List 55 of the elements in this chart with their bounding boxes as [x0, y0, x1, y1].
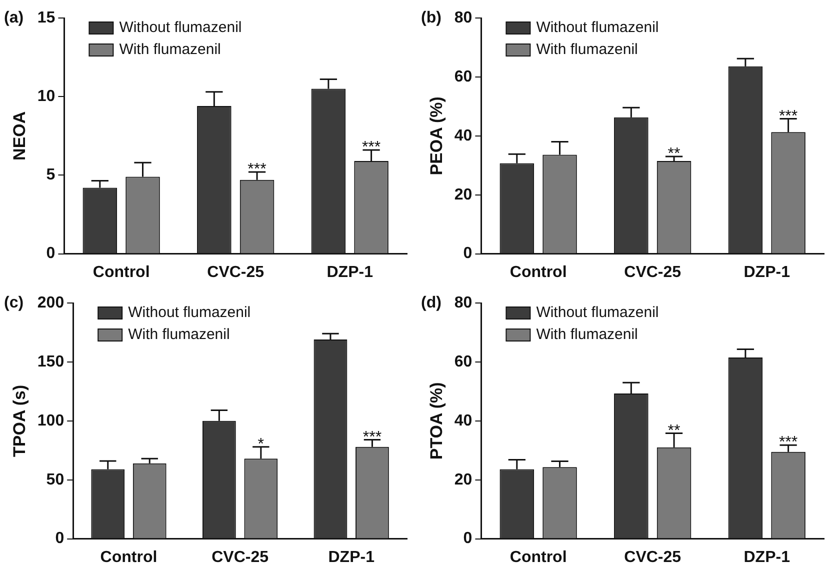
x-tick-label: CVC-25	[207, 264, 264, 281]
chart-title: (b)	[421, 9, 442, 26]
y-axis-title: TPOA (s)	[10, 384, 29, 457]
chart-title: (c)	[4, 294, 24, 312]
legend-label: Without flumazenil	[536, 19, 659, 36]
y-tick-label: 40	[454, 127, 472, 144]
y-tick-label: 20	[454, 471, 472, 488]
data-label: ***	[778, 108, 798, 125]
y-tick-label: 5	[46, 166, 56, 184]
x-tick-label: DZP-1	[328, 548, 375, 566]
x-tick-label: Control	[510, 548, 567, 566]
y-tick-label: 15	[37, 9, 56, 26]
y-tick-label: 200	[37, 294, 64, 312]
y-tick-label: 20	[454, 186, 472, 204]
chart-title: (d)	[421, 294, 442, 312]
y-axis-title: PTOA (%)	[426, 382, 446, 460]
y-tick-label: 0	[46, 245, 56, 262]
y-tick-label: 80	[454, 294, 472, 312]
x-tick-label: CVC-25	[624, 548, 682, 566]
legend-label: With flumazenil	[536, 41, 638, 58]
x-tick-label: Control	[100, 548, 158, 566]
data-label: **	[668, 422, 680, 440]
x-tick-label: DZP-1	[744, 264, 790, 281]
y-tick-label: 150	[37, 353, 64, 370]
y-axis-title: NEOA	[10, 111, 29, 160]
y-tick-label: 0	[463, 245, 472, 262]
y-tick-label: 60	[454, 353, 472, 370]
x-tick-label: CVC-25	[624, 264, 682, 281]
y-tick-label: 10	[37, 88, 56, 106]
x-tick-label: DZP-1	[326, 264, 374, 281]
legend-label: Without flumazenil	[536, 304, 659, 322]
chart-title: (a)	[4, 9, 24, 26]
legend-label: With flumazenil	[128, 326, 230, 344]
data-label: *	[258, 436, 264, 453]
legend-label: With flumazenil	[119, 41, 221, 58]
data-label: ***	[248, 161, 266, 178]
legend-label: With flumazenil	[536, 326, 638, 344]
y-tick-label: 50	[46, 471, 64, 488]
y-tick-label: 40	[454, 412, 472, 430]
legend-label: Without flumazenil	[119, 19, 242, 36]
data-label: **	[668, 146, 680, 163]
x-tick-label: Control	[510, 264, 567, 281]
x-tick-label: CVC-25	[212, 548, 269, 566]
y-tick-label: 0	[463, 530, 472, 548]
y-tick-label: 80	[454, 9, 472, 26]
y-tick-label: 100	[37, 412, 64, 430]
data-label: ***	[362, 428, 382, 446]
y-axis-title: PEOA (%)	[426, 96, 446, 176]
data-label: ***	[778, 434, 798, 452]
y-tick-label: 60	[454, 68, 472, 86]
y-tick-label: 0	[55, 530, 64, 548]
data-label: ***	[362, 139, 381, 156]
legend-label: Without flumazenil	[128, 304, 251, 322]
x-tick-label: Control	[92, 264, 150, 281]
x-tick-label: DZP-1	[744, 548, 790, 566]
